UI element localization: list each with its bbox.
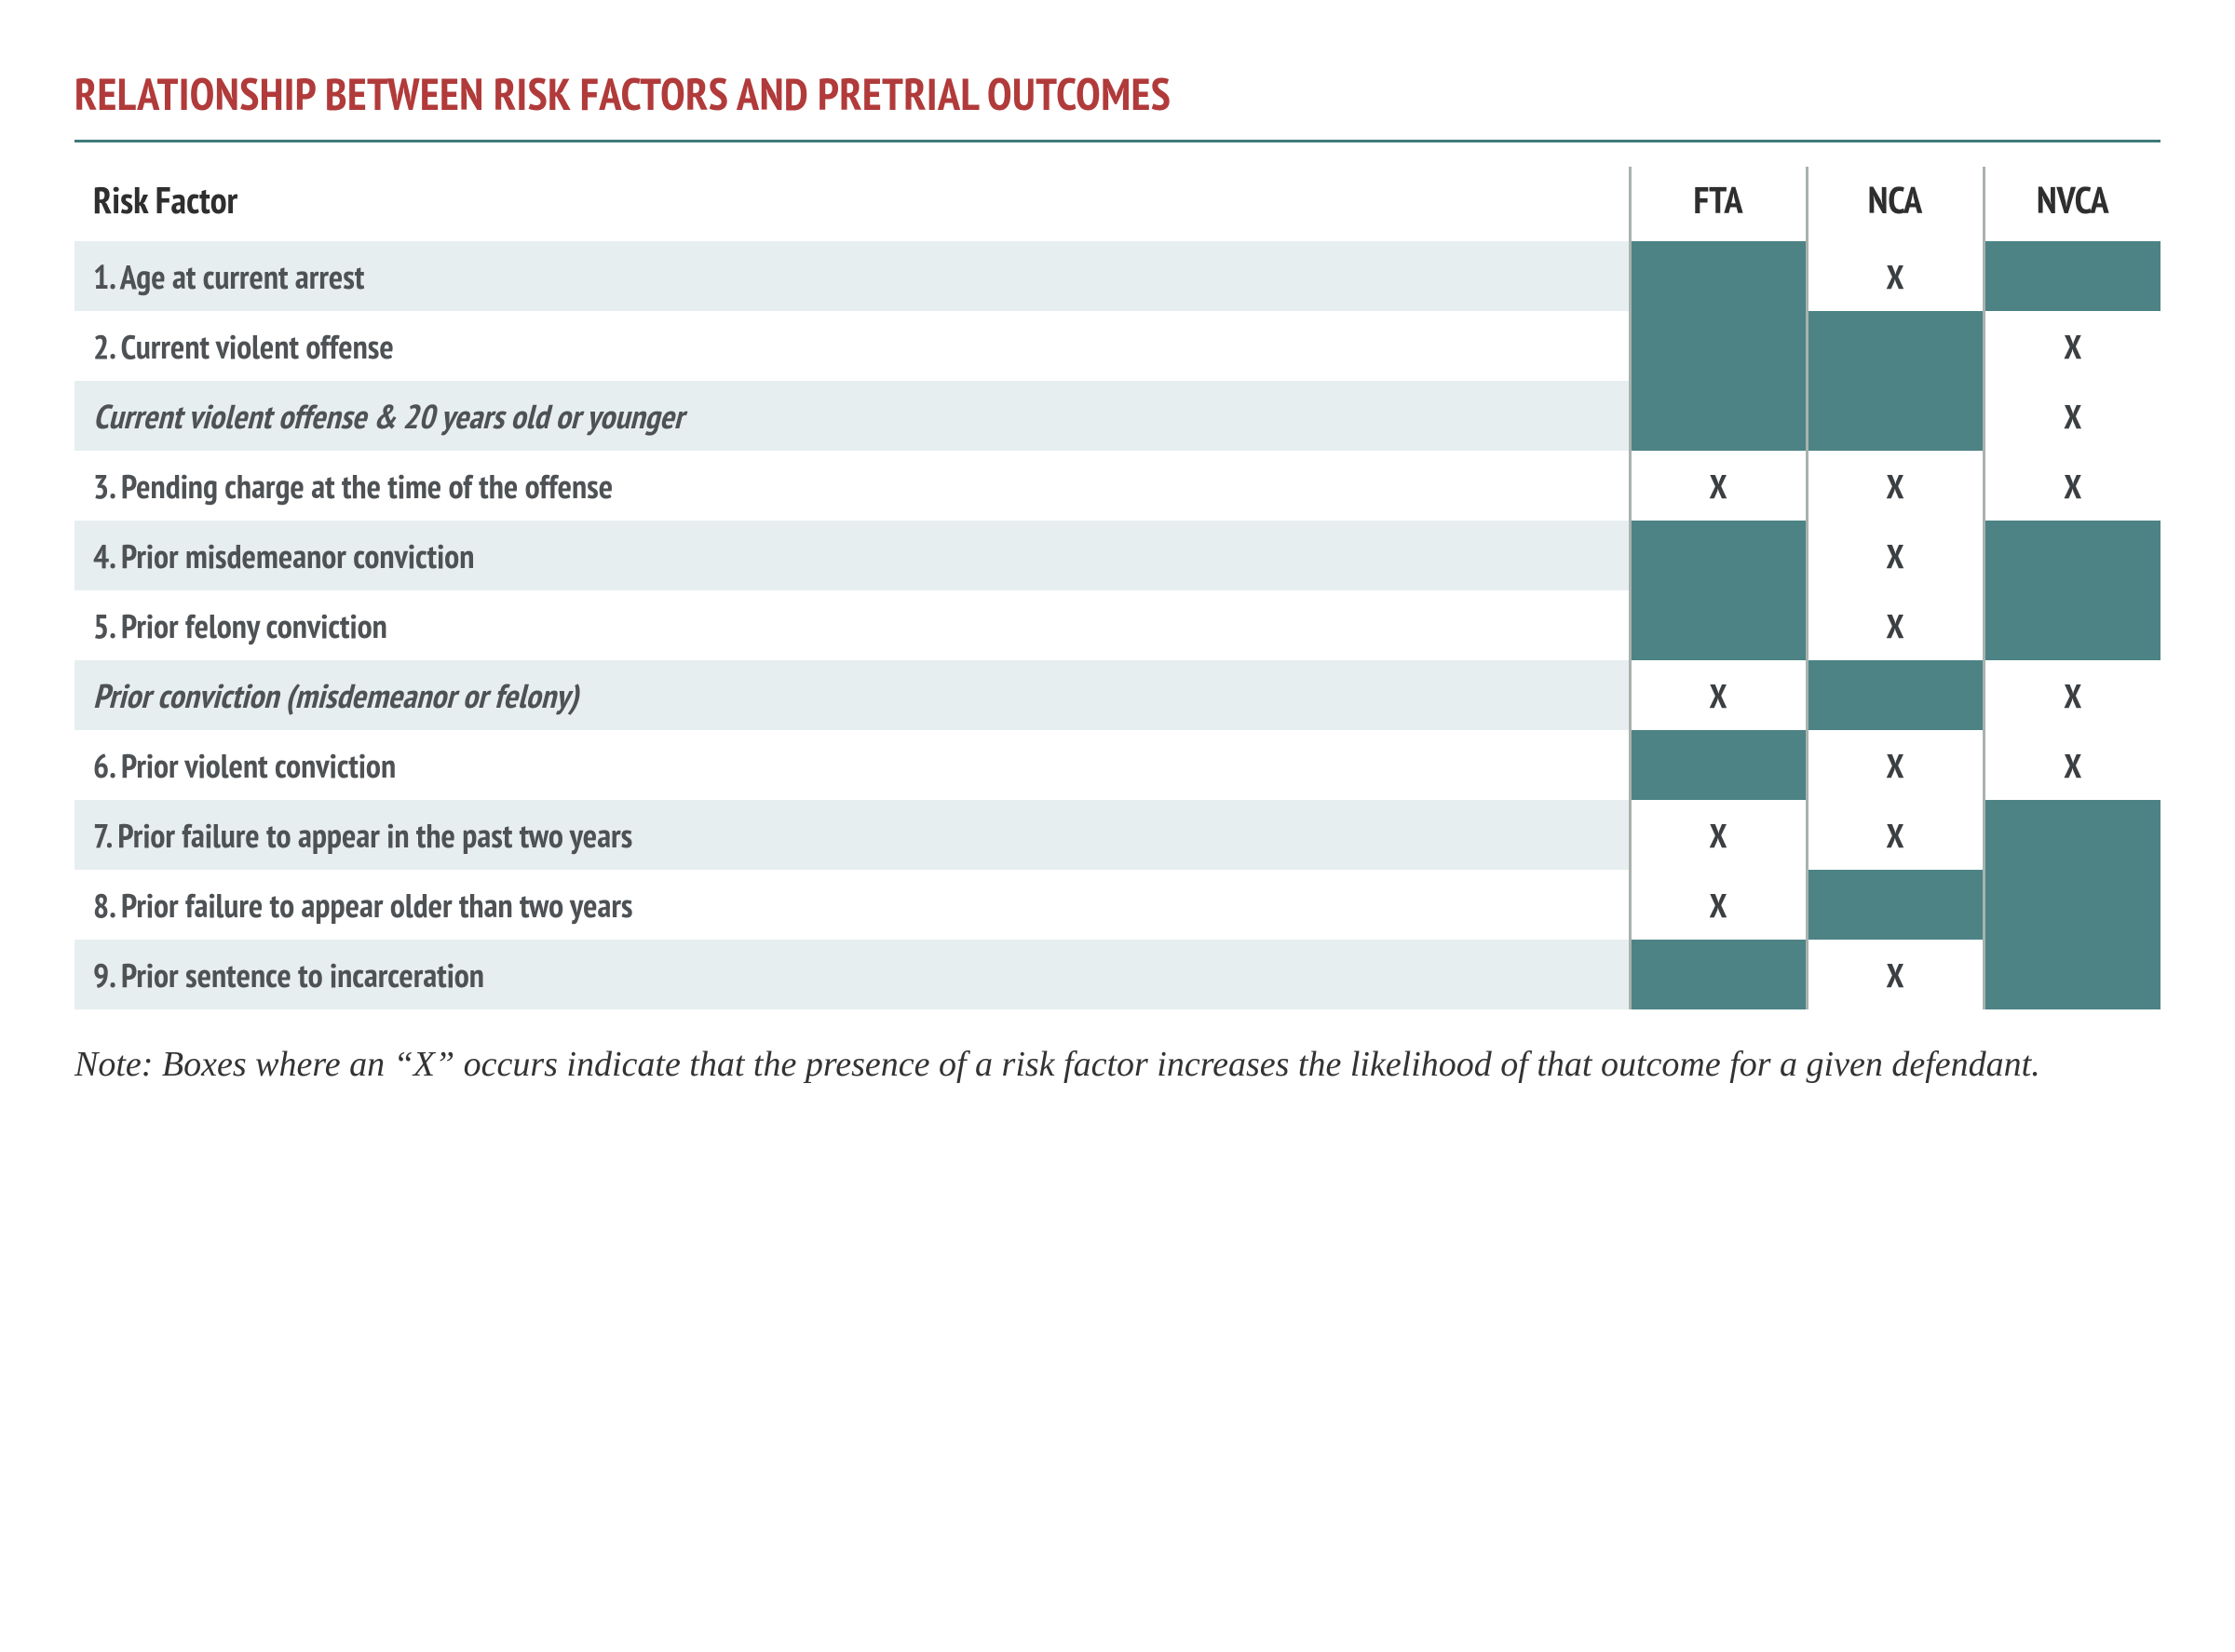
cell-nca: X (1807, 940, 1984, 1009)
row-label: Prior conviction (misdemeanor or felony) (74, 660, 1630, 730)
table-body: 1. Age at current arrestX2. Current viol… (74, 241, 2160, 1009)
table-header-row: Risk Factor FTA NCA NVCA (74, 167, 2160, 241)
cell-fta: X (1630, 800, 1807, 870)
cell-fta (1630, 521, 1807, 590)
title-rule (74, 140, 2160, 142)
col-header-fta: FTA (1630, 167, 1807, 241)
cell-fta (1630, 940, 1807, 1009)
table-row: 1. Age at current arrest X (74, 241, 2160, 311)
cell-fta (1630, 730, 1807, 800)
cell-nvca (1984, 521, 2160, 590)
cell-fta (1630, 381, 1807, 451)
cell-nvca (1984, 870, 2160, 940)
row-label: 5. Prior felony conviction (74, 590, 1630, 660)
cell-nvca (1984, 241, 2160, 311)
cell-nvca: X (1984, 451, 2160, 521)
table-row: Prior conviction (misdemeanor or felony)… (74, 660, 2160, 730)
col-header-nca: NCA (1807, 167, 1984, 241)
row-label: 8. Prior failure to appear older than tw… (74, 870, 1630, 940)
risk-factor-table: Risk Factor FTA NCA NVCA 1. Age at curre… (74, 167, 2160, 1009)
table-row: 6. Prior violent conviction XX (74, 730, 2160, 800)
row-label: 3. Pending charge at the time of the off… (74, 451, 1630, 521)
table-row: Current violent offense & 20 years old o… (74, 381, 2160, 451)
cell-nvca: X (1984, 311, 2160, 381)
cell-nvca: X (1984, 730, 2160, 800)
row-label: 6. Prior violent conviction (74, 730, 1630, 800)
cell-nca (1807, 381, 1984, 451)
row-label: Current violent offense & 20 years old o… (74, 381, 1630, 451)
row-label: 7. Prior failure to appear in the past t… (74, 800, 1630, 870)
cell-fta (1630, 590, 1807, 660)
footnote: Note: Boxes where an “X” occurs indicate… (74, 1041, 2160, 1089)
cell-nca: X (1807, 521, 1984, 590)
cell-nvca: X (1984, 381, 2160, 451)
cell-nca (1807, 311, 1984, 381)
cell-fta (1630, 311, 1807, 381)
col-header-nvca: NVCA (1984, 167, 2160, 241)
cell-nca (1807, 870, 1984, 940)
page-title: RELATIONSHIP BETWEEN RISK FACTORS AND PR… (74, 65, 2160, 123)
cell-nca: X (1807, 730, 1984, 800)
table-row: 2. Current violent offense X (74, 311, 2160, 381)
cell-fta: X (1630, 451, 1807, 521)
cell-nca: X (1807, 590, 1984, 660)
row-label: 2. Current violent offense (74, 311, 1630, 381)
cell-nca: X (1807, 800, 1984, 870)
cell-nca: X (1807, 241, 1984, 311)
cell-nca (1807, 660, 1984, 730)
cell-nca: X (1807, 451, 1984, 521)
cell-nvca (1984, 800, 2160, 870)
row-label: 9. Prior sentence to incarceration (74, 940, 1630, 1009)
col-header-risk-factor: Risk Factor (74, 167, 1630, 241)
table-row: 3. Pending charge at the time of the off… (74, 451, 2160, 521)
table-row: 7. Prior failure to appear in the past t… (74, 800, 2160, 870)
table-row: 8. Prior failure to appear older than tw… (74, 870, 2160, 940)
cell-nvca (1984, 940, 2160, 1009)
row-label: 4. Prior misdemeanor conviction (74, 521, 1630, 590)
cell-fta: X (1630, 870, 1807, 940)
table-row: 9. Prior sentence to incarceration X (74, 940, 2160, 1009)
row-label: 1. Age at current arrest (74, 241, 1630, 311)
cell-fta (1630, 241, 1807, 311)
table-row: 5. Prior felony conviction X (74, 590, 2160, 660)
cell-fta: X (1630, 660, 1807, 730)
table-row: 4. Prior misdemeanor conviction X (74, 521, 2160, 590)
cell-nvca: X (1984, 660, 2160, 730)
cell-nvca (1984, 590, 2160, 660)
